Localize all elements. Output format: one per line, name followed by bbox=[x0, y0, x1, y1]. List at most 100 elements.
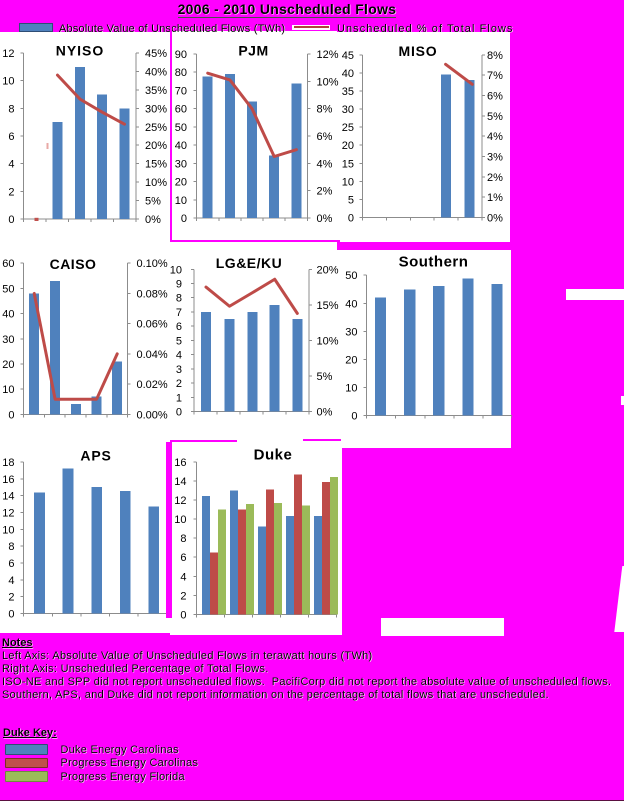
svg-text:5: 5 bbox=[176, 335, 182, 347]
svg-text:14: 14 bbox=[2, 491, 14, 503]
svg-text:0: 0 bbox=[348, 213, 354, 225]
svg-text:60: 60 bbox=[175, 104, 187, 116]
svg-text:0: 0 bbox=[351, 411, 357, 423]
svg-text:8: 8 bbox=[176, 293, 182, 305]
svg-text:60: 60 bbox=[2, 258, 14, 270]
svg-text:4%: 4% bbox=[487, 131, 503, 143]
svg-text:0: 0 bbox=[8, 214, 14, 226]
svg-text:10: 10 bbox=[2, 76, 14, 88]
svg-text:1: 1 bbox=[176, 392, 182, 404]
svg-text:10: 10 bbox=[170, 264, 182, 276]
svg-text:15%: 15% bbox=[145, 159, 167, 171]
svg-text:0%: 0% bbox=[317, 407, 333, 419]
svg-text:10: 10 bbox=[2, 384, 14, 396]
svg-text:20%: 20% bbox=[145, 140, 167, 152]
svg-text:APS: APS bbox=[80, 448, 111, 464]
svg-text:0%: 0% bbox=[317, 213, 333, 225]
svg-text:7: 7 bbox=[176, 307, 182, 319]
svg-text:6%: 6% bbox=[487, 90, 503, 102]
svg-text:2: 2 bbox=[180, 590, 186, 602]
svg-text:10%: 10% bbox=[317, 76, 339, 88]
svg-text:6: 6 bbox=[180, 552, 186, 564]
svg-text:4%: 4% bbox=[317, 158, 333, 170]
svg-text:0: 0 bbox=[176, 407, 182, 419]
svg-text:25%: 25% bbox=[145, 122, 167, 134]
svg-text:50: 50 bbox=[345, 270, 357, 282]
svg-text:10: 10 bbox=[174, 514, 186, 526]
svg-text:0.10%: 0.10% bbox=[137, 258, 168, 270]
svg-text:50: 50 bbox=[2, 283, 14, 295]
svg-text:8%: 8% bbox=[317, 104, 333, 116]
svg-text:70: 70 bbox=[175, 85, 187, 97]
svg-text:40: 40 bbox=[345, 298, 357, 310]
svg-text:45%: 45% bbox=[145, 48, 167, 60]
svg-text:12: 12 bbox=[2, 48, 14, 60]
svg-text:6: 6 bbox=[176, 321, 182, 333]
svg-text:9: 9 bbox=[176, 279, 182, 291]
svg-text:6: 6 bbox=[8, 558, 14, 570]
svg-text:20: 20 bbox=[342, 140, 354, 152]
svg-text:0: 0 bbox=[8, 609, 14, 621]
svg-text:45: 45 bbox=[342, 50, 354, 62]
svg-text:12: 12 bbox=[2, 508, 14, 520]
svg-text:Duke: Duke bbox=[254, 447, 293, 464]
svg-text:30: 30 bbox=[175, 158, 187, 170]
svg-text:8%: 8% bbox=[487, 50, 503, 62]
svg-text:4: 4 bbox=[180, 571, 186, 583]
svg-text:30: 30 bbox=[345, 326, 357, 338]
svg-text:3%: 3% bbox=[487, 151, 503, 163]
svg-text:40%: 40% bbox=[145, 66, 167, 78]
svg-text:2: 2 bbox=[8, 186, 14, 198]
svg-text:15%: 15% bbox=[317, 300, 339, 312]
svg-text:Southern: Southern bbox=[399, 254, 469, 271]
svg-text:7%: 7% bbox=[487, 70, 503, 82]
svg-text:0.08%: 0.08% bbox=[137, 288, 168, 300]
svg-text:10: 10 bbox=[175, 195, 187, 207]
svg-text:25: 25 bbox=[342, 122, 354, 134]
svg-text:80: 80 bbox=[175, 67, 187, 79]
svg-text:14: 14 bbox=[174, 476, 186, 488]
svg-text:20: 20 bbox=[345, 354, 357, 366]
svg-text:10%: 10% bbox=[317, 335, 339, 347]
svg-text:8: 8 bbox=[8, 103, 14, 115]
svg-text:30: 30 bbox=[342, 104, 354, 116]
svg-text:0.04%: 0.04% bbox=[137, 349, 168, 361]
svg-text:30: 30 bbox=[2, 334, 14, 346]
svg-text:5: 5 bbox=[348, 194, 354, 206]
svg-text:2: 2 bbox=[176, 378, 182, 390]
svg-text:0.00%: 0.00% bbox=[137, 409, 168, 421]
svg-text:4: 4 bbox=[8, 575, 14, 587]
svg-text:LG&E/KU: LG&E/KU bbox=[216, 255, 283, 271]
svg-text:10: 10 bbox=[342, 176, 354, 188]
svg-text:MISO: MISO bbox=[399, 43, 438, 59]
svg-text:8: 8 bbox=[180, 533, 186, 545]
svg-text:10: 10 bbox=[2, 524, 14, 536]
svg-text:2%: 2% bbox=[317, 186, 333, 198]
svg-text:0%: 0% bbox=[145, 214, 161, 226]
svg-text:0: 0 bbox=[181, 213, 187, 225]
svg-text:0.06%: 0.06% bbox=[137, 319, 168, 331]
svg-text:3: 3 bbox=[176, 364, 182, 376]
svg-text:NYISO: NYISO bbox=[56, 43, 105, 59]
svg-text:10: 10 bbox=[345, 382, 357, 394]
svg-text:5%: 5% bbox=[145, 196, 161, 208]
svg-text:CAISO: CAISO bbox=[50, 256, 97, 272]
svg-text:50: 50 bbox=[175, 122, 187, 134]
svg-text:40: 40 bbox=[175, 140, 187, 152]
svg-text:35%: 35% bbox=[145, 85, 167, 97]
svg-text:20: 20 bbox=[2, 359, 14, 371]
svg-text:1%: 1% bbox=[487, 192, 503, 204]
svg-text:2: 2 bbox=[8, 592, 14, 604]
svg-text:30%: 30% bbox=[145, 103, 167, 115]
svg-text:0: 0 bbox=[180, 609, 186, 621]
svg-text:16: 16 bbox=[2, 474, 14, 486]
svg-text:5%: 5% bbox=[317, 371, 333, 383]
svg-text:6: 6 bbox=[8, 131, 14, 143]
svg-text:40: 40 bbox=[2, 309, 14, 321]
svg-text:20%: 20% bbox=[317, 264, 339, 276]
svg-text:10%: 10% bbox=[145, 177, 167, 189]
svg-text:4: 4 bbox=[176, 350, 182, 362]
svg-text:40: 40 bbox=[342, 68, 354, 80]
svg-text:0%: 0% bbox=[487, 213, 503, 225]
svg-text:12%: 12% bbox=[317, 49, 339, 61]
